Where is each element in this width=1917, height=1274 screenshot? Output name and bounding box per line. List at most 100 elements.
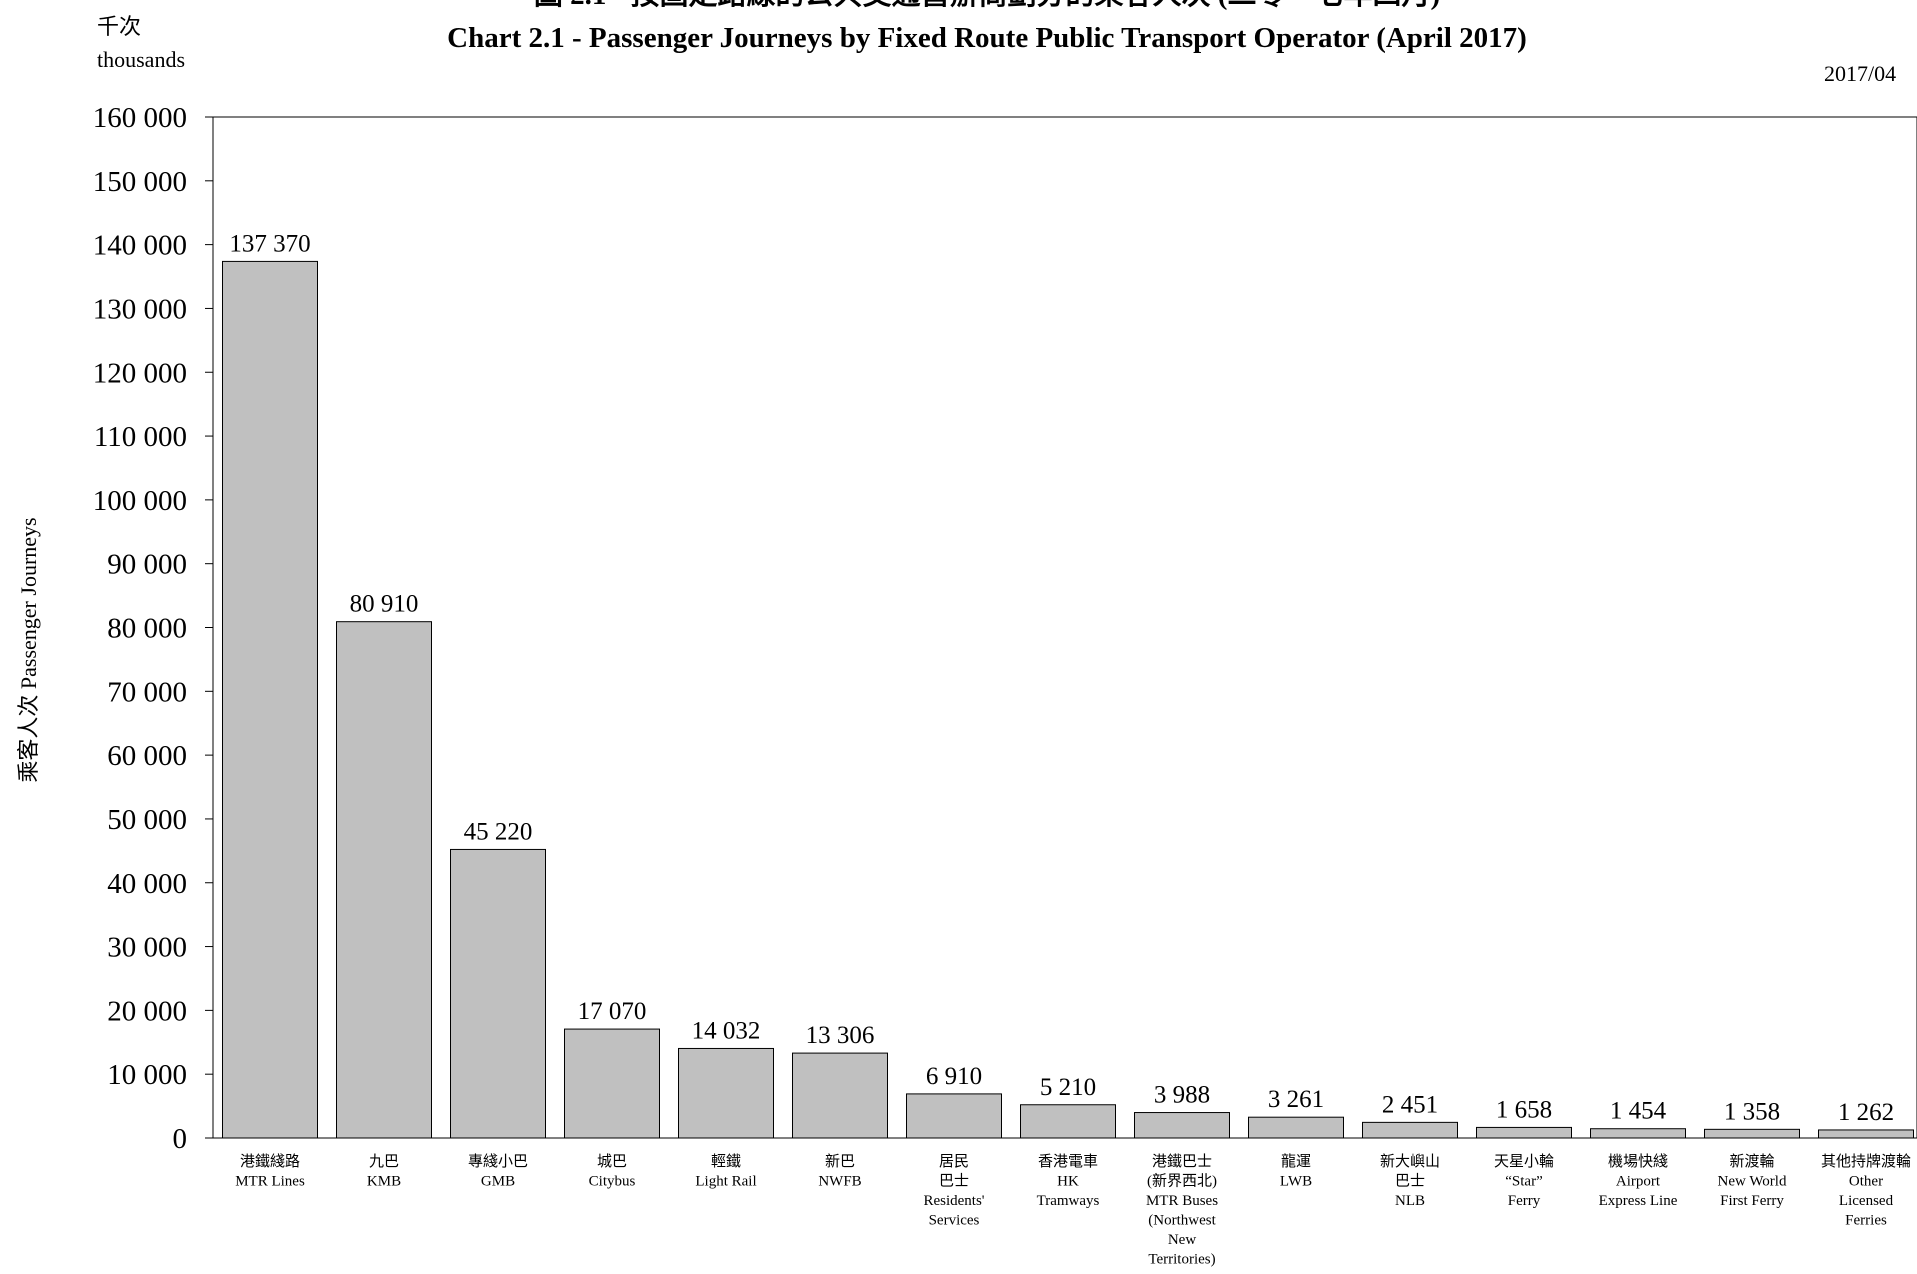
- bar-value-label: 2 451: [1382, 1091, 1438, 1118]
- bar: [792, 1052, 888, 1139]
- x-category-label-line: 港鐵綫路: [240, 1152, 300, 1170]
- x-category-label-line: NWFB: [818, 1174, 861, 1190]
- date-label: 2017/04: [1824, 61, 1896, 86]
- y-tick-label: 100 000: [93, 485, 187, 517]
- x-category-label-line: 巴士: [1395, 1173, 1425, 1190]
- x-category-label-line: MTR Buses: [1146, 1193, 1218, 1209]
- x-category-label-line: Airport: [1616, 1174, 1661, 1190]
- y-tick-label: 80 000: [107, 613, 187, 645]
- bar: [1362, 1121, 1458, 1139]
- bar: [1590, 1128, 1686, 1139]
- x-category-label-line: MTR Lines: [235, 1174, 305, 1190]
- x-category-label-line: 九巴: [369, 1153, 399, 1170]
- x-category-label-line: Tramways: [1037, 1193, 1100, 1209]
- y-tick-label: 160 000: [93, 102, 187, 134]
- bar: [222, 260, 318, 1139]
- bar-value-label: 137 370: [229, 230, 310, 257]
- x-category-label-line: NLB: [1395, 1193, 1425, 1209]
- x-category-label: 龍運 LWB: [1280, 1153, 1312, 1190]
- x-category-label: 港鐵巴士 (新界西北) MTR Buses (Northwest New Territor…: [1146, 1152, 1218, 1268]
- x-category-label: 天星小輪 “Star” Ferry: [1494, 1153, 1554, 1209]
- bar: [678, 1047, 774, 1139]
- bar-value-label: 80 910: [350, 591, 419, 618]
- x-category-label-line: LWB: [1280, 1174, 1312, 1190]
- x-category-label-line: 巴士: [939, 1173, 969, 1190]
- chart-title-zh: 圖 2.1 - 按固定路線的公共交通營辦商劃分的乘客人次 (二零一七年四月): [534, 0, 1440, 11]
- x-category-label-line: KMB: [367, 1174, 401, 1190]
- x-category-label: 城巴 Citybus: [589, 1153, 636, 1190]
- bar-value-label: 6 910: [926, 1063, 982, 1090]
- chart-title: Chart 2.1 - Passenger Journeys by Fixed …: [447, 22, 1527, 54]
- x-category-label-line: Services: [929, 1213, 980, 1229]
- y-tick-label: 50 000: [107, 804, 187, 836]
- y-tick-label: 20 000: [107, 995, 187, 1027]
- x-category-label-line: Other: [1849, 1174, 1883, 1190]
- x-category-label-line: 輕鐵: [711, 1152, 741, 1170]
- bar: [1248, 1116, 1344, 1139]
- y-tick-label: 40 000: [107, 868, 187, 900]
- bar-value-label: 3 261: [1268, 1086, 1324, 1113]
- x-category-label-line: Ferry: [1508, 1193, 1541, 1209]
- y-tick-label: 60 000: [107, 740, 187, 772]
- x-category-label-line: First Ferry: [1720, 1193, 1784, 1209]
- x-category-label: 專綫小巴 GMB: [468, 1153, 528, 1190]
- bar-value-label: 14 032: [692, 1017, 761, 1044]
- x-category-label-line: New World: [1718, 1174, 1787, 1190]
- x-category-label-line: Licensed: [1839, 1193, 1894, 1209]
- bar-value-label: 3 988: [1154, 1082, 1210, 1109]
- x-category-label-line: New: [1168, 1232, 1196, 1248]
- y-tick-label: 140 000: [93, 230, 187, 262]
- bar: [1134, 1112, 1230, 1139]
- x-category-label-line: Citybus: [589, 1174, 636, 1190]
- x-category-label-line: 其他持牌渡輪: [1821, 1153, 1911, 1170]
- x-category-label: 居民巴士 Residents' Services: [923, 1154, 984, 1229]
- x-category-label-line: (Northwest: [1148, 1213, 1216, 1229]
- x-category-label-line: 港鐵巴士: [1152, 1152, 1212, 1170]
- y-axis: 0 10 000 20 000 30 000 40 000 50 000 60 000 70 …: [93, 102, 213, 1155]
- y-tick-label: 110 000: [94, 421, 187, 453]
- x-category-label-line: Light Rail: [695, 1174, 756, 1190]
- bar-value-label: 5 210: [1040, 1074, 1096, 1101]
- bar: [906, 1093, 1002, 1139]
- x-category-label: 新巴 NWFB: [818, 1153, 861, 1190]
- bar: [1476, 1126, 1572, 1139]
- data-labels: 137 370 80 910 45 220 17 070 14 032 13 306 6 9…: [229, 230, 1894, 1126]
- bar-value-label: 45 220: [464, 818, 533, 845]
- y-tick-label: 0: [173, 1123, 188, 1155]
- bar: [336, 621, 432, 1139]
- x-axis: 港鐵綫路 MTR Lines 九巴 KMB 專綫小巴 GMB 城巴 Citybus 輕鐵 Ligh…: [235, 1152, 1911, 1268]
- x-category-label-line: HK: [1057, 1174, 1079, 1190]
- bar-value-label: 1 358: [1724, 1098, 1780, 1125]
- bar: [1818, 1129, 1914, 1139]
- y-unit-zh: 千次: [97, 14, 141, 39]
- x-category-label-line: Residents': [923, 1193, 984, 1209]
- x-category-label-line: 新大嶼山: [1380, 1153, 1440, 1170]
- x-category-label-line: 天星小輪: [1494, 1153, 1554, 1170]
- x-category-label: 九巴 KMB: [367, 1153, 401, 1190]
- x-category-label-line: GMB: [481, 1174, 515, 1190]
- x-category-label-line: Ferries: [1845, 1213, 1887, 1229]
- x-category-label-line: 居民: [939, 1154, 969, 1170]
- bar-value-label: 1 454: [1610, 1098, 1667, 1125]
- y-tick-label: 150 000: [93, 166, 187, 198]
- bars: [222, 260, 1914, 1139]
- bar-value-label: 17 070: [578, 998, 647, 1025]
- y-tick-label: 120 000: [93, 357, 187, 389]
- x-category-label: 港鐵綫路 MTR Lines: [235, 1152, 305, 1190]
- x-category-label-line: Territories): [1148, 1252, 1215, 1268]
- y-unit-en: thousands: [97, 47, 185, 72]
- x-category-label: 香港電車 HK Tramways: [1037, 1153, 1100, 1209]
- x-category-label-line: (新界西北): [1147, 1173, 1217, 1190]
- x-category-label: 其他持牌渡輪 Other Licensed Ferries: [1821, 1153, 1911, 1229]
- x-category-label-line: 龍運: [1281, 1153, 1311, 1170]
- x-category-label-line: Express Line: [1599, 1193, 1678, 1209]
- y-tick-label: 30 000: [107, 932, 187, 964]
- x-category-label-line: 機場快綫: [1608, 1153, 1668, 1170]
- bar: [1020, 1104, 1116, 1139]
- bar: [450, 848, 546, 1139]
- x-category-label: 新大嶼山巴士 NLB: [1380, 1153, 1440, 1209]
- bar-value-label: 1 262: [1838, 1099, 1894, 1126]
- x-category-label-line: 新巴: [825, 1153, 855, 1170]
- y-tick-label: 70 000: [107, 676, 187, 708]
